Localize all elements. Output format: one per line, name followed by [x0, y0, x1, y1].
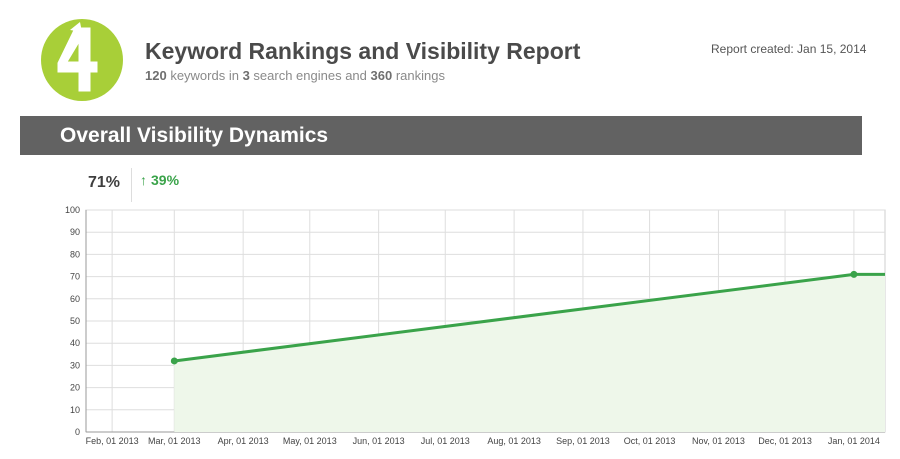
number-4-logo-icon — [57, 22, 98, 92]
visibility-change-value: 39% — [151, 172, 180, 188]
visibility-chart: 0 10 20 30 40 50 60 70 80 90 100 Feb, 01 2013 Mar, 0… — [65, 205, 886, 446]
x-tick-label: Oct, 01 2013 — [624, 436, 676, 446]
y-tick-label: 90 — [70, 227, 80, 237]
keywords-text: keywords in — [166, 68, 243, 83]
x-tick-label: May, 01 2013 — [283, 436, 337, 446]
rankings-text: rankings — [392, 68, 445, 83]
arrow-up-icon: ↑ — [140, 172, 147, 188]
data-point — [850, 270, 858, 278]
x-tick-label: Jul, 01 2013 — [421, 436, 470, 446]
report-summary: 120 keywords in 3 search engines and 360… — [145, 68, 445, 83]
x-tick-label: Aug, 01 2013 — [487, 436, 541, 446]
kpi-divider — [131, 168, 132, 202]
series-area — [174, 274, 886, 432]
x-tick-label: Nov, 01 2013 — [692, 436, 745, 446]
y-tick-label: 80 — [70, 249, 80, 259]
rankings-count: 360 — [370, 68, 393, 83]
visibility-change: ↑ 39% — [140, 172, 179, 188]
section-header: Overall Visibility Dynamics — [20, 116, 862, 155]
logo — [41, 19, 123, 101]
y-tick-label: 70 — [70, 272, 80, 282]
y-tick-label: 30 — [70, 360, 80, 370]
y-tick-label: 0 — [75, 427, 80, 437]
section-title: Overall Visibility Dynamics — [60, 124, 329, 147]
y-tick-label: 50 — [70, 316, 80, 326]
report-created-date: Report created: Jan 15, 2014 — [711, 42, 867, 56]
y-tick-label: 100 — [65, 205, 80, 215]
x-tick-label: Jun, 01 2013 — [353, 436, 405, 446]
keywords-count: 120 — [145, 68, 167, 83]
y-tick-label: 20 — [70, 383, 80, 393]
page-title: Keyword Rankings and Visibility Report — [145, 38, 581, 64]
y-tick-label: 40 — [70, 338, 80, 348]
engines-text: search engines and — [249, 68, 371, 83]
x-tick-label: Mar, 01 2013 — [148, 436, 201, 446]
y-tick-label: 60 — [70, 294, 80, 304]
visibility-value: 71% — [88, 174, 121, 191]
x-tick-label: Sep, 01 2013 — [556, 436, 610, 446]
x-tick-label: Jan, 01 2014 — [828, 436, 880, 446]
x-tick-label: Feb, 01 2013 — [86, 436, 139, 446]
x-tick-label: Apr, 01 2013 — [218, 436, 269, 446]
engines-count: 3 — [242, 68, 250, 83]
data-point — [170, 357, 178, 365]
x-tick-label: Dec, 01 2013 — [758, 436, 812, 446]
y-tick-label: 10 — [70, 405, 80, 415]
